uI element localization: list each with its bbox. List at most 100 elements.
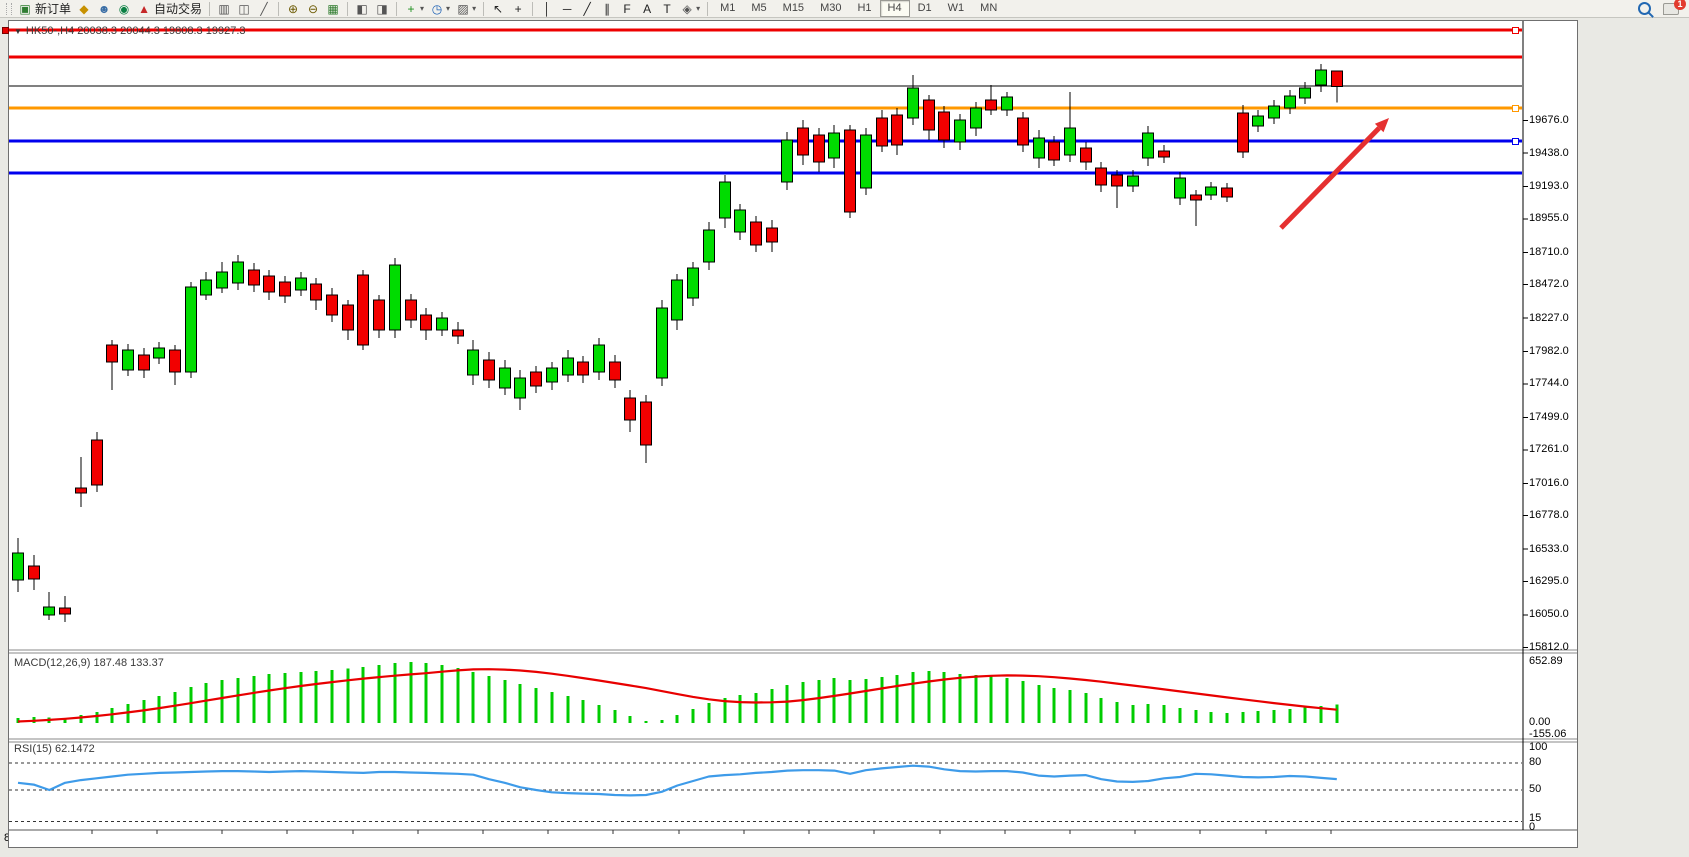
channel-button[interactable]: ∥ bbox=[597, 1, 617, 17]
toolbar-separator bbox=[483, 1, 485, 16]
price-tick: 16295.0 bbox=[1529, 575, 1569, 588]
trendline-button[interactable]: ╱ bbox=[577, 1, 597, 17]
templates-button[interactable]: ▨ ▾ bbox=[453, 1, 479, 17]
bar-chart-icon: ▥ bbox=[218, 1, 230, 16]
line-chart-icon: ╱ bbox=[260, 1, 268, 16]
price-tick: 15812.0 bbox=[1529, 640, 1569, 653]
indicators-icon: + bbox=[407, 1, 415, 16]
fibonacci-icon: F bbox=[623, 1, 631, 16]
timeframe-button-m30[interactable]: M30 bbox=[820, 2, 842, 14]
notification-badge: 1 bbox=[1674, 0, 1686, 10]
new-order-icon: ▣ bbox=[19, 1, 31, 16]
dropdown-arrow-icon[interactable]: ▾ bbox=[446, 4, 451, 13]
quotes-icon: ◆ bbox=[79, 1, 89, 16]
timeframe-button-m1[interactable]: M1 bbox=[720, 2, 736, 14]
timeframe-button-m15[interactable]: M15 bbox=[782, 2, 805, 14]
rsi-axis-80: 80 bbox=[1529, 756, 1542, 768]
dropdown-arrow-icon[interactable]: ▾ bbox=[696, 4, 701, 13]
search-icon[interactable] bbox=[1638, 2, 1651, 15]
cursor-button[interactable]: ↖ bbox=[488, 1, 508, 17]
tile-windows-button[interactable]: ▦ bbox=[323, 1, 343, 17]
toolbar-grip[interactable] bbox=[6, 2, 12, 15]
new-order-button-label: 新订单 bbox=[35, 2, 72, 16]
toolbar-separator bbox=[347, 1, 349, 16]
macd-axis-max: 652.89 bbox=[1529, 655, 1563, 667]
line-handle[interactable] bbox=[1512, 104, 1519, 112]
price-tick: 16533.0 bbox=[1529, 542, 1569, 555]
bar-chart-button[interactable]: ▥ bbox=[214, 1, 234, 17]
toolbar-separator bbox=[278, 1, 280, 16]
timeframe-button-h1[interactable]: H1 bbox=[857, 2, 872, 14]
signal-button[interactable]: ◉ bbox=[114, 1, 134, 17]
timeframe-button-w1[interactable]: W1 bbox=[947, 2, 965, 14]
toolbar-separator bbox=[532, 1, 534, 16]
signal-icon: ◉ bbox=[118, 1, 130, 16]
price-tick: 17499.0 bbox=[1529, 410, 1569, 423]
text-button[interactable]: A bbox=[637, 1, 657, 17]
macd-axis-zero: 0.00 bbox=[1529, 716, 1551, 728]
horizontal-line-icon: ─ bbox=[562, 1, 572, 16]
toolbar-separator bbox=[396, 1, 398, 16]
arrange-vertical-button[interactable]: ◨ bbox=[372, 1, 392, 17]
price-tick: 17261.0 bbox=[1529, 443, 1569, 456]
rsi-axis-100: 100 bbox=[1529, 741, 1548, 753]
line-handle[interactable] bbox=[2, 27, 9, 34]
price-tick: 19438.0 bbox=[1529, 146, 1569, 159]
chat-icon[interactable]: 1 bbox=[1663, 0, 1686, 15]
text-label-button[interactable]: T bbox=[657, 1, 677, 17]
candle-chart-icon: ◫ bbox=[238, 1, 250, 16]
quotes-button[interactable]: ◆ bbox=[74, 1, 94, 17]
horizontal-line-button[interactable]: ─ bbox=[557, 1, 577, 17]
arrange-horizontal-button[interactable]: ◧ bbox=[352, 1, 372, 17]
line-handle[interactable] bbox=[1512, 26, 1519, 34]
shapes-button[interactable]: ◈ ▾ bbox=[677, 1, 703, 17]
chart-window[interactable] bbox=[8, 20, 1578, 848]
zoom-in-icon: ⊕ bbox=[288, 1, 299, 16]
price-tick: 17982.0 bbox=[1529, 345, 1569, 358]
candle-chart-button[interactable]: ◫ bbox=[234, 1, 254, 17]
rsi-axis-50: 50 bbox=[1529, 783, 1542, 795]
new-order-button[interactable]: ▣ 新订单 bbox=[15, 1, 74, 17]
toolbar-separator bbox=[707, 1, 709, 16]
vertical-line-button[interactable]: │ bbox=[537, 1, 557, 17]
autotrade-button[interactable]: ▲ 自动交易 bbox=[134, 1, 205, 17]
chart-title: ▼ HK50-,H4 20038.3 20044.3 19808.3 19927.… bbox=[14, 25, 246, 37]
timeframe-button-h4[interactable]: H4 bbox=[879, 0, 910, 17]
periods-button[interactable]: ◷ ▾ bbox=[427, 1, 453, 17]
fibonacci-button[interactable]: F bbox=[617, 1, 637, 17]
rsi-axis-0: 0 bbox=[1529, 821, 1536, 833]
trendline-icon: ╱ bbox=[583, 1, 591, 16]
vertical-line-icon: │ bbox=[543, 1, 551, 16]
line-chart-button[interactable]: ╱ bbox=[254, 1, 274, 17]
line-handle[interactable] bbox=[1512, 137, 1519, 145]
price-tick: 16050.0 bbox=[1529, 608, 1569, 621]
indicators-button[interactable]: + ▾ bbox=[401, 1, 427, 17]
periods-icon: ◷ bbox=[431, 1, 443, 16]
price-tick: 17016.0 bbox=[1529, 476, 1569, 489]
price-tick: 18710.0 bbox=[1529, 245, 1569, 258]
price-tick: 19676.0 bbox=[1529, 114, 1569, 127]
crosshair-button[interactable]: + bbox=[508, 1, 528, 17]
text-icon: A bbox=[643, 1, 652, 16]
timeframe-button-mn[interactable]: MN bbox=[980, 2, 998, 14]
macd-axis-min: -155.06 bbox=[1529, 728, 1567, 740]
zoom-in-button[interactable]: ⊕ bbox=[283, 1, 303, 17]
toolbar: ▣ 新订单 ◆ ☻ ◉ ▲ 自动交易 ▥ ◫ ╱ ⊕ ⊖ ▦ ◧ ◨ + ▾ ◷ ▾ ▨ ▾ ↖ + │ ─ ╱ ∥ F A T ◈ ▾ M1 M… bbox=[0, 0, 1689, 18]
profile-icon: ☻ bbox=[97, 1, 111, 16]
shapes-icon: ◈ bbox=[682, 1, 692, 16]
profile-button[interactable]: ☻ bbox=[94, 1, 114, 17]
macd-label: MACD(12,26,9) 187.48 133.37 bbox=[14, 657, 164, 669]
timeframe-button-d1[interactable]: D1 bbox=[917, 2, 932, 14]
timeframe-button-m5[interactable]: M5 bbox=[751, 2, 767, 14]
price-tick: 18227.0 bbox=[1529, 311, 1569, 324]
zoom-out-icon: ⊖ bbox=[308, 1, 319, 16]
autotrade-icon: ▲ bbox=[138, 1, 150, 16]
templates-icon: ▨ bbox=[457, 1, 469, 16]
zoom-out-button[interactable]: ⊖ bbox=[303, 1, 323, 17]
rsi-label: RSI(15) 62.1472 bbox=[14, 743, 95, 755]
dropdown-arrow-icon[interactable]: ▾ bbox=[420, 4, 425, 13]
dropdown-arrow-icon[interactable]: ▾ bbox=[472, 4, 477, 13]
chevron-down-icon: ▼ bbox=[14, 27, 22, 36]
price-tick: 19193.0 bbox=[1529, 179, 1569, 192]
tile-windows-icon: ▦ bbox=[327, 1, 339, 16]
